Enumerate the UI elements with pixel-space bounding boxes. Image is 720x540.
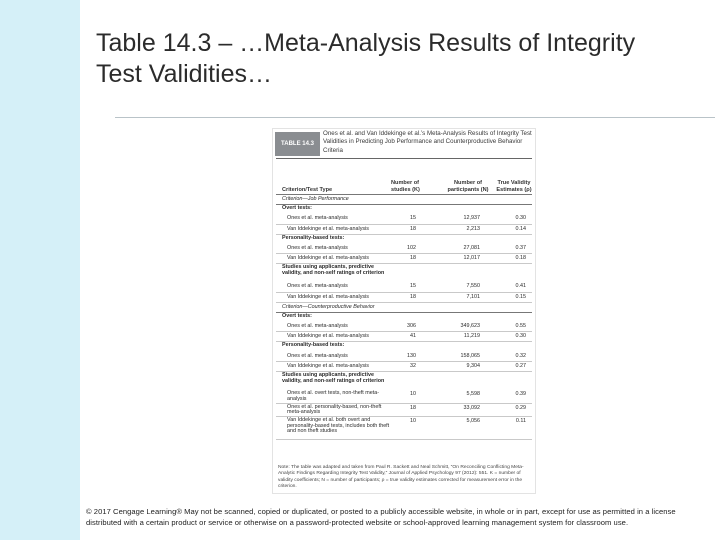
slide-title: Table 14.3 – …Meta-Analysis Results of I… [96, 28, 716, 90]
header-rule [276, 157, 532, 159]
row-studies: 18 [410, 225, 416, 232]
row-studies: 10 [410, 391, 416, 397]
row-participants: 349,623 [460, 323, 481, 330]
title-divider [115, 117, 715, 118]
table-row: Ones et al. overt tests, non-theft meta-… [276, 390, 532, 404]
table-row: Ones et al. meta-analysis 306 349,623 0.55 [276, 322, 532, 333]
row-studies: 15 [410, 215, 416, 222]
copyright-notice: © 2017 Cengage Learning® May not be scan… [86, 507, 676, 527]
row-label: Studies using applicants, predictive val… [282, 264, 385, 276]
table-row: Ones et al. personality-based, non-theft… [276, 403, 532, 417]
row-validity: 0.37 [515, 244, 527, 251]
row-validity: 0.29 [515, 404, 527, 411]
row-studies: 32 [410, 362, 416, 369]
row-validity: 0.18 [515, 255, 527, 262]
row-studies: 18 [410, 293, 416, 300]
row-validity: 0.11 [515, 418, 526, 424]
row-label: Ones et al. meta-analysis [287, 283, 348, 290]
row-participants: 33,092 [463, 404, 481, 411]
row-label: Van Iddekinge et al. meta-analysis [287, 293, 370, 300]
row-studies: 15 [410, 283, 416, 290]
group-row: Studies using applicants, predictive val… [276, 264, 532, 282]
row-label: Overt tests: [282, 205, 312, 212]
table-caption: Ones et al. and Van Iddekinge et al.’s M… [323, 130, 532, 154]
row-participants: 2,213 [466, 225, 481, 232]
table-row: Ones et al. meta-analysis 102 27,081 0.37 [276, 244, 532, 255]
table-row: Ones et al. meta-analysis 15 12,937 0.30 [276, 214, 532, 225]
row-participants: 5,598 [466, 391, 481, 397]
criterion-row: Criterion—Job Performance [276, 195, 532, 206]
row-label: Criterion—Job Performance [282, 196, 349, 202]
row-validity: 0.15 [515, 293, 527, 300]
row-studies: 41 [410, 333, 416, 340]
row-validity: 0.14 [515, 225, 527, 232]
row-label: Studies using applicants, predictive val… [282, 372, 385, 384]
row-participants: 12,017 [463, 255, 481, 262]
row-label: Van Iddekinge et al. meta-analysis [287, 225, 370, 232]
integrity-table-image: TABLE 14.3 Ones et al. and Van Iddekinge… [272, 128, 536, 494]
table-badge: TABLE 14.3 [275, 132, 320, 156]
row-validity: 0.32 [515, 352, 527, 359]
row-label: Criterion—Counterproductive Behavior [282, 303, 375, 310]
table-body: Criterion—Job Performance Overt tests: One… [276, 195, 532, 440]
table-row: Van Iddekinge et al. meta-analysis 18 2,21… [276, 225, 532, 235]
table-row: Van Iddekinge et al. meta-analysis 18 12,0… [276, 254, 532, 265]
row-studies: 130 [407, 352, 416, 359]
row-label: Personality-based tests: [282, 234, 345, 241]
row-participants: 9,304 [466, 362, 481, 369]
row-validity: 0.41 [515, 283, 527, 290]
criterion-row: Criterion—Counterproductive Behavior [276, 303, 532, 313]
group-row: Personality-based tests: [276, 235, 532, 244]
col-validity: True Validity Estimates (ρ) [496, 180, 532, 193]
col-studies: Number of studies (K) [391, 180, 420, 193]
row-participants: 158,065 [460, 352, 481, 359]
row-label: Personality-based tests: [282, 342, 345, 349]
row-studies: 18 [410, 404, 416, 411]
table-row: Van Iddekinge et al. meta-analysis 32 9,30… [276, 362, 532, 372]
row-participants: 12,937 [463, 215, 481, 222]
row-label: Van Iddekinge et al. meta-analysis [287, 362, 370, 369]
row-participants: 5,056 [466, 418, 481, 424]
table-row: Van Iddekinge et al. meta-analysis 18 7,10… [276, 293, 532, 303]
group-row: Studies using applicants, predictive val… [276, 372, 532, 390]
row-label: Ones et al. overt tests, non-theft meta-… [287, 390, 379, 402]
column-headers: Criterion/Test Type Number of studies (K… [276, 165, 532, 195]
row-label: Ones et al. meta-analysis [287, 215, 348, 222]
row-studies: 102 [407, 244, 416, 251]
table-row: Ones et al. meta-analysis 15 7,550 0.41 [276, 282, 532, 293]
table-note: Note: The table was adapted and taken fr… [278, 464, 524, 490]
row-validity: 0.39 [515, 391, 527, 397]
group-row: Overt tests: [276, 205, 532, 214]
group-row: Personality-based tests: [276, 342, 532, 351]
row-validity: 0.27 [515, 362, 527, 369]
row-validity: 0.30 [515, 333, 527, 340]
row-label: Ones et al. meta-analysis [287, 352, 348, 359]
row-validity: 0.55 [515, 323, 527, 330]
row-label: Ones et al. meta-analysis [287, 323, 348, 330]
row-studies: 18 [410, 255, 416, 262]
row-participants: 11,219 [463, 333, 480, 340]
row-label: Van Iddekinge et al. meta-analysis [287, 255, 370, 262]
row-label: Van Iddekinge et al. meta-analysis [287, 333, 370, 340]
slide-title-line2: Test Validities… [96, 60, 272, 88]
table-header: TABLE 14.3 Ones et al. and Van Iddekinge… [273, 129, 535, 159]
table-row: Ones et al. meta-analysis 130 158,065 0.32 [276, 352, 532, 362]
table-row: Van Iddekinge et al. both overt and pers… [276, 417, 532, 440]
row-label: Overt tests: [282, 312, 312, 319]
col-participants: Number of participants (N) [447, 180, 489, 193]
row-participants: 7,101 [466, 293, 481, 300]
slide-title-line1: Table 14.3 – …Meta-Analysis Results of I… [96, 29, 636, 57]
row-studies: 10 [410, 418, 416, 424]
row-label: Ones et al. meta-analysis [287, 244, 348, 251]
row-studies: 306 [407, 323, 416, 330]
col-criterion: Criterion/Test Type [282, 186, 333, 193]
table-row: Van Iddekinge et al. meta-analysis 41 11,2… [276, 332, 532, 343]
row-participants: 7,550 [466, 283, 481, 290]
row-validity: 0.30 [515, 215, 527, 222]
row-label: Ones et al. personality-based, non-theft… [287, 403, 382, 416]
side-accent-bar [0, 0, 80, 540]
row-participants: 27,081 [463, 244, 481, 251]
group-row: Overt tests: [276, 313, 532, 322]
row-label: Van Iddekinge et al. both overt and pers… [287, 417, 390, 435]
